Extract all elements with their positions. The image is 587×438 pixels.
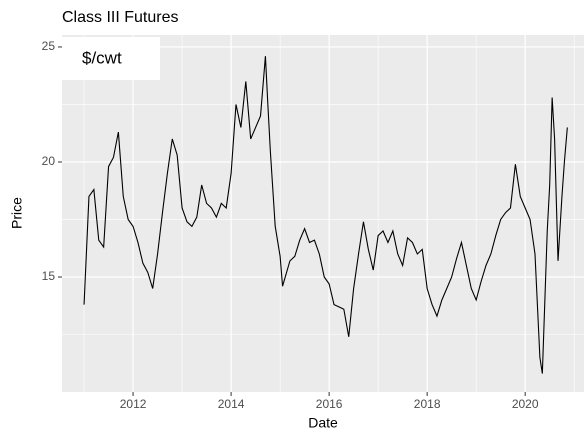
x-tick-label: 2020 <box>512 397 539 411</box>
y-tick-label: 15 <box>42 269 56 283</box>
panel <box>62 35 584 392</box>
grid <box>62 35 584 392</box>
x-tick-label: 2014 <box>218 397 245 411</box>
price-line <box>83 56 568 374</box>
y-tick-label: 20 <box>42 154 56 168</box>
y-tick-label: 25 <box>42 39 56 53</box>
marks <box>83 56 568 374</box>
x-axis-label: Date <box>308 415 338 431</box>
x-tick-label: 2016 <box>316 397 343 411</box>
y-axis-label: Price <box>9 197 25 229</box>
annotation: $/cwt <box>82 48 122 67</box>
x-tick-label: 2018 <box>414 397 441 411</box>
chart-title: Class III Futures <box>62 9 178 26</box>
annotation-box <box>61 37 160 80</box>
x-tick-label: 2012 <box>120 397 147 411</box>
